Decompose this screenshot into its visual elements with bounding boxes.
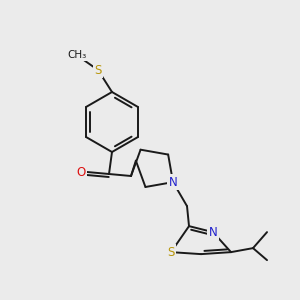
Text: O: O — [76, 166, 85, 178]
Text: N: N — [208, 226, 217, 238]
Text: CH₃: CH₃ — [68, 50, 87, 60]
Text: S: S — [167, 246, 175, 259]
Text: S: S — [94, 64, 102, 76]
Text: N: N — [169, 176, 177, 189]
